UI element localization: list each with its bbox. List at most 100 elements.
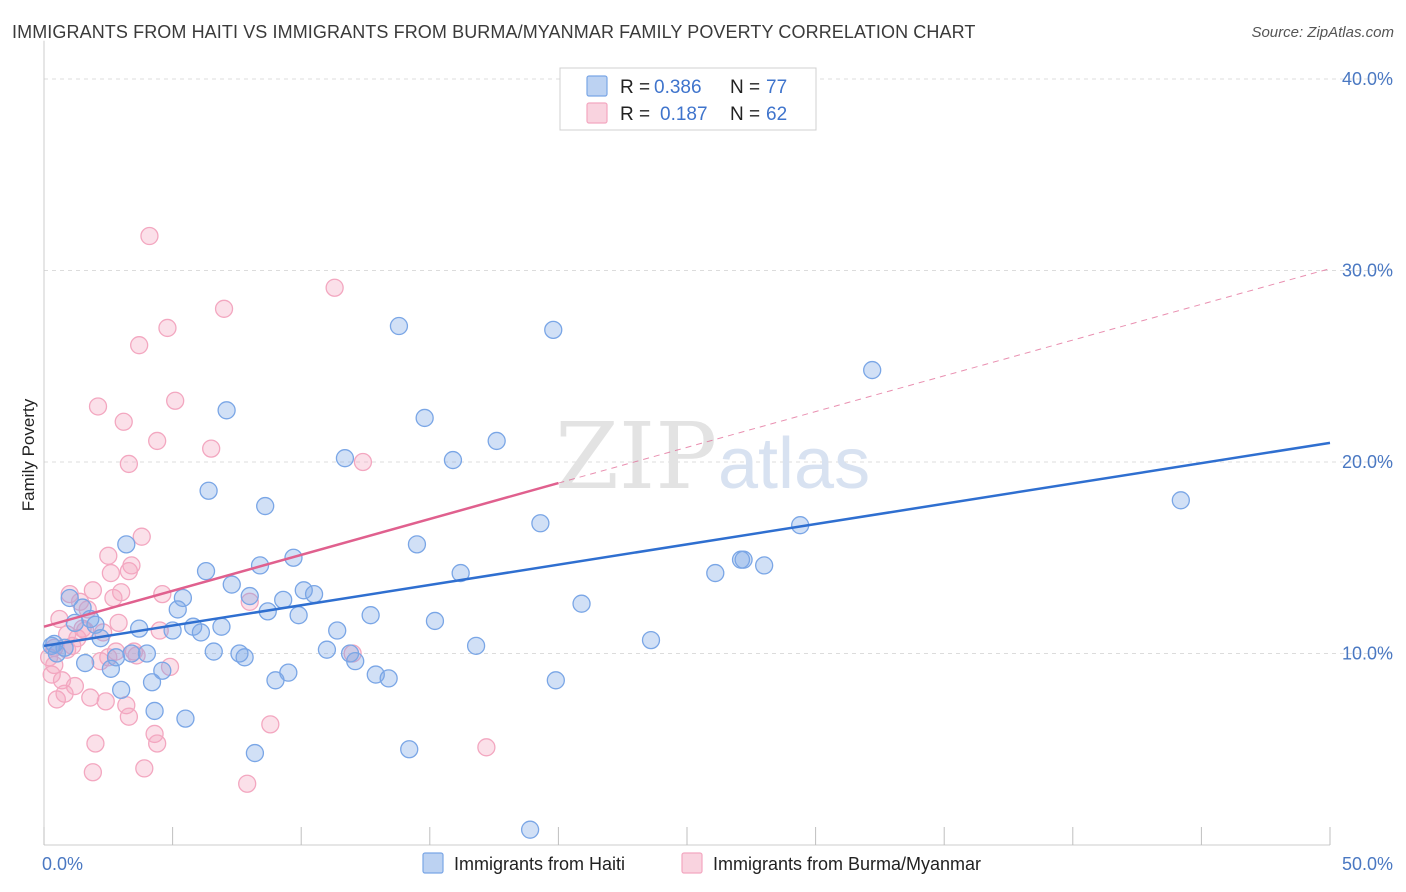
haiti-point: [245, 743, 265, 763]
burma-point: [240, 592, 259, 611]
x-tick-label: 50.0%: [1342, 854, 1393, 874]
haiti-point: [130, 619, 149, 638]
haiti-point: [137, 644, 157, 663]
haiti-point: [755, 556, 774, 575]
watermark-zip: ZIP: [555, 403, 717, 510]
legend-burma-n-value: 62: [766, 104, 787, 125]
burma-point: [477, 738, 496, 757]
haiti-point: [217, 401, 236, 420]
haiti-point: [1171, 491, 1190, 510]
legend-burma-r-label: R =: [620, 104, 650, 125]
burma-point: [135, 759, 154, 778]
burma-point: [109, 613, 128, 633]
burma-point: [130, 336, 149, 355]
burma-trend-line: [43, 481, 559, 628]
burma-point: [166, 391, 185, 410]
burma-point: [353, 452, 373, 472]
y-tick-label: 20.0%: [1342, 452, 1393, 472]
haiti-point: [212, 617, 231, 636]
haiti-point: [544, 320, 563, 340]
legend-haiti-n-value: 77: [766, 77, 787, 98]
haiti-point: [196, 562, 216, 581]
bottom-legend-burma-swatch: [681, 852, 703, 874]
burma-point: [202, 439, 221, 458]
haiti-point: [256, 496, 275, 516]
haiti-point: [204, 642, 223, 661]
burma-point: [132, 527, 151, 546]
legend-burma-swatch: [586, 102, 608, 124]
burma-point: [112, 583, 131, 602]
bottom-legend-burma-label: Immigrants from Burma/Myanmar: [713, 854, 981, 874]
haiti-point: [173, 588, 193, 608]
y-tick-label: 30.0%: [1342, 261, 1393, 281]
haiti-point: [304, 584, 324, 604]
legend-haiti-r-value: 0.386: [654, 77, 702, 98]
haiti-point: [520, 820, 540, 839]
bottom-legend-haiti-swatch: [422, 852, 444, 874]
haiti-point: [60, 588, 79, 608]
haiti-point: [487, 431, 506, 451]
burma-point: [148, 734, 167, 753]
watermark-atlas: atlas: [718, 424, 870, 504]
haiti-point: [235, 648, 254, 667]
haiti-points: [42, 316, 1190, 839]
haiti-point: [400, 740, 419, 759]
haiti-point: [531, 514, 550, 533]
burma-point: [140, 226, 159, 246]
legend-box: R = 0.386 N = 77 R = 0.187 N = 62: [559, 67, 817, 131]
haiti-point: [863, 360, 882, 380]
haiti-point: [153, 661, 172, 680]
trend-lines: [43, 268, 1331, 648]
haiti-point: [294, 581, 313, 600]
haiti-point: [274, 590, 293, 610]
x-tick-labels: 0.0% 50.0%: [42, 854, 1393, 874]
burma-point: [81, 688, 100, 707]
haiti-point: [546, 671, 565, 690]
burma-point: [325, 278, 344, 297]
haiti-point: [106, 648, 126, 667]
haiti-point: [86, 615, 105, 634]
haiti-point: [145, 701, 164, 721]
haiti-point: [289, 606, 308, 625]
burma-point: [148, 431, 167, 451]
haiti-point: [112, 680, 131, 700]
haiti-point: [379, 669, 398, 688]
legend-haiti-n-label: N =: [730, 77, 760, 98]
burma-point: [101, 563, 121, 583]
chart-title: IMMIGRANTS FROM HAITI VS IMMIGRANTS FROM…: [12, 22, 976, 42]
burma-point: [158, 318, 177, 338]
y-tick-label: 40.0%: [1342, 69, 1393, 89]
haiti-point: [425, 611, 445, 631]
burma-point: [119, 707, 139, 726]
haiti-point: [346, 652, 365, 671]
source-label: Source: ZipAtlas.com: [1251, 24, 1394, 41]
x-tick-label: 0.0%: [42, 854, 83, 874]
y-tick-labels: 10.0% 20.0% 30.0% 40.0%: [1342, 69, 1393, 664]
haiti-point: [389, 316, 409, 336]
haiti-point: [199, 481, 218, 500]
haiti-point: [335, 449, 355, 468]
bottom-legend-haiti-label: Immigrants from Haiti: [454, 854, 625, 874]
haiti-point: [317, 640, 337, 659]
bottom-legend: Immigrants from Haiti Immigrants from Bu…: [422, 852, 981, 874]
haiti-point: [279, 663, 298, 682]
legend-haiti-swatch: [586, 75, 608, 97]
y-axis-title: Family Poverty: [19, 398, 38, 511]
haiti-point: [222, 575, 241, 594]
burma-point: [55, 684, 74, 703]
axes: [43, 40, 1331, 846]
haiti-point: [176, 709, 195, 728]
burma-trend-extension: [558, 268, 1331, 484]
burma-point: [86, 734, 105, 753]
haiti-point: [641, 630, 661, 650]
burma-point: [65, 676, 85, 696]
haiti-point: [240, 586, 259, 606]
burma-point: [83, 763, 103, 782]
burma-point: [99, 546, 118, 565]
burma-point: [88, 397, 108, 416]
watermark: ZIP atlas: [555, 403, 870, 510]
haiti-point: [328, 621, 347, 640]
burma-point: [96, 692, 115, 711]
burma-point: [261, 715, 280, 734]
haiti-point: [706, 563, 725, 583]
